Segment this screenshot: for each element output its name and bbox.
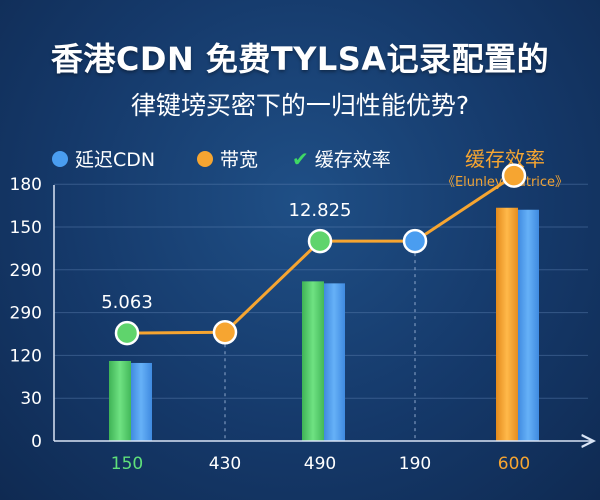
y-axis-ticks: 0 30 120 290 290 150 180 xyxy=(10,175,42,452)
legend-item-latency: 延迟CDN xyxy=(52,145,155,172)
bar-back xyxy=(517,209,539,441)
side-note-title: 缓存效率 xyxy=(465,147,545,171)
y-tick-label: 30 xyxy=(20,389,42,409)
y-tick-label: 150 xyxy=(10,218,42,238)
legend-label: 延迟CDN xyxy=(75,149,156,171)
line-marker xyxy=(501,163,527,188)
page-subtitle: 律键塝买密下的一归性能优势? xyxy=(130,91,470,120)
line-markers xyxy=(114,163,527,346)
bar-front xyxy=(496,207,518,441)
y-tick-label: 120 xyxy=(10,346,42,366)
legend-label: 带宽 xyxy=(220,149,259,171)
checkmark-icon: ✔ xyxy=(292,146,309,171)
x-axis-ticks: 150 430 490 190 600 xyxy=(111,454,530,474)
x-tick-label: 190 xyxy=(399,454,431,474)
y-tick-label: 290 xyxy=(10,304,42,324)
y-tick-label: 290 xyxy=(10,261,42,281)
legend-label: 缓存效率 xyxy=(314,149,391,171)
line-marker xyxy=(212,320,238,345)
y-tick-label: 180 xyxy=(10,175,42,195)
legend-dot-icon xyxy=(197,150,213,167)
x-tick-label: 600 xyxy=(498,454,530,474)
value-label: 5.063 xyxy=(101,292,153,313)
bar-front xyxy=(109,360,131,441)
bar-back xyxy=(323,283,345,441)
legend-item-bandwidth: 带宽 xyxy=(197,145,258,172)
page-title: 香港CDN 免费TYLSA记录配置的 xyxy=(50,40,550,78)
bars xyxy=(109,207,539,441)
value-labels: 5.063 12.825 xyxy=(101,200,351,313)
y-tick-label: 0 xyxy=(31,432,42,452)
category-guides xyxy=(224,253,416,441)
line-marker xyxy=(307,228,333,254)
x-tick-label: 150 xyxy=(111,454,143,474)
bar-back xyxy=(130,362,152,441)
legend-dot-icon xyxy=(52,150,68,167)
value-label: 12.825 xyxy=(289,200,352,221)
line-marker xyxy=(402,228,428,254)
line-marker xyxy=(114,320,140,346)
legend-item-cache-efficiency: ✔ 缓存效率 xyxy=(292,145,391,172)
bar-front xyxy=(302,281,324,441)
x-tick-label: 490 xyxy=(304,454,336,474)
x-tick-label: 430 xyxy=(209,454,241,474)
